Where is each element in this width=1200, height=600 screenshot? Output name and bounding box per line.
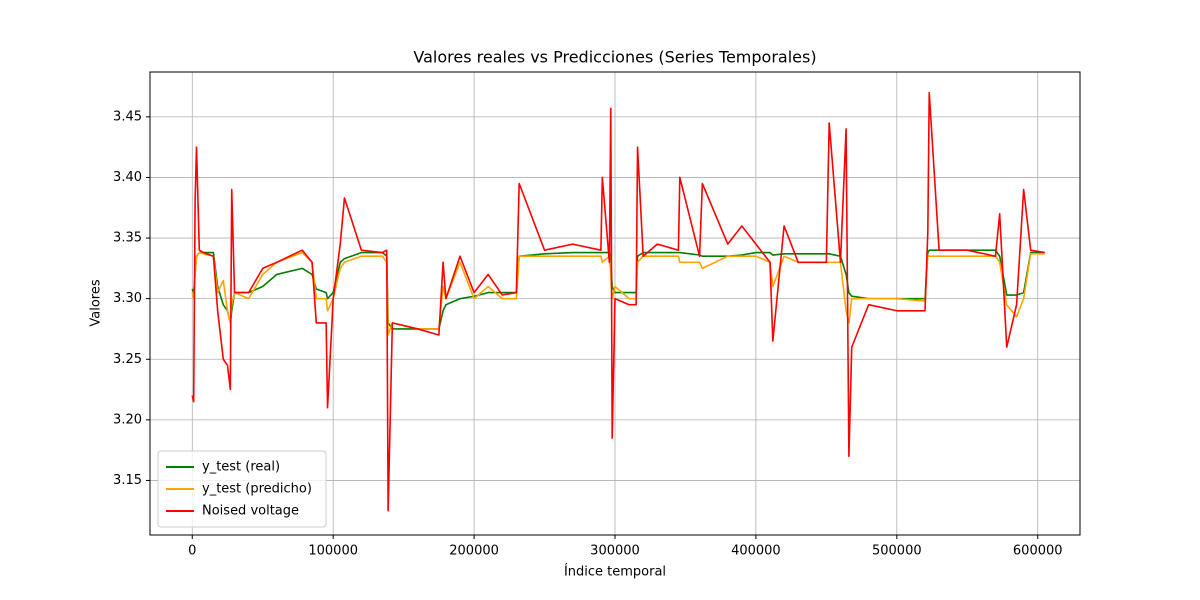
series-line xyxy=(191,91,1045,512)
x-tick-label: 200000 xyxy=(449,544,499,559)
y-tick-label: 3.25 xyxy=(113,352,142,367)
legend-label: Noised voltage xyxy=(202,504,299,519)
plot-frame xyxy=(149,71,1081,536)
x-tick-label: 400000 xyxy=(731,544,781,559)
y-tick-label: 3.45 xyxy=(113,109,142,124)
x-tick-label: 300000 xyxy=(590,544,640,559)
x-tick-label: 600000 xyxy=(1013,544,1063,559)
chart-title: Valores reales vs Predicciones (Series T… xyxy=(413,48,816,67)
series-line xyxy=(191,251,1045,336)
y-tick-label: 3.30 xyxy=(113,291,142,306)
y-tick-label: 3.20 xyxy=(113,412,142,427)
legend-label: y_test (real) xyxy=(202,460,280,475)
x-tick-label: 0 xyxy=(188,544,196,559)
y-tick-label: 3.15 xyxy=(113,473,142,488)
series-line xyxy=(191,249,1045,330)
x-tick-label: 500000 xyxy=(872,544,922,559)
legend-label: y_test (predicho) xyxy=(202,482,312,497)
x-axis-label: Índice temporal xyxy=(564,564,666,580)
y-axis-label: Valores xyxy=(89,279,104,326)
legend: y_test (real) y_test (predicho) Noised vol… xyxy=(157,450,327,528)
y-tick-label: 3.35 xyxy=(113,231,142,246)
y-tick-label: 3.40 xyxy=(113,170,142,185)
legend-box xyxy=(157,450,327,528)
x-tick-label: 100000 xyxy=(308,544,358,559)
